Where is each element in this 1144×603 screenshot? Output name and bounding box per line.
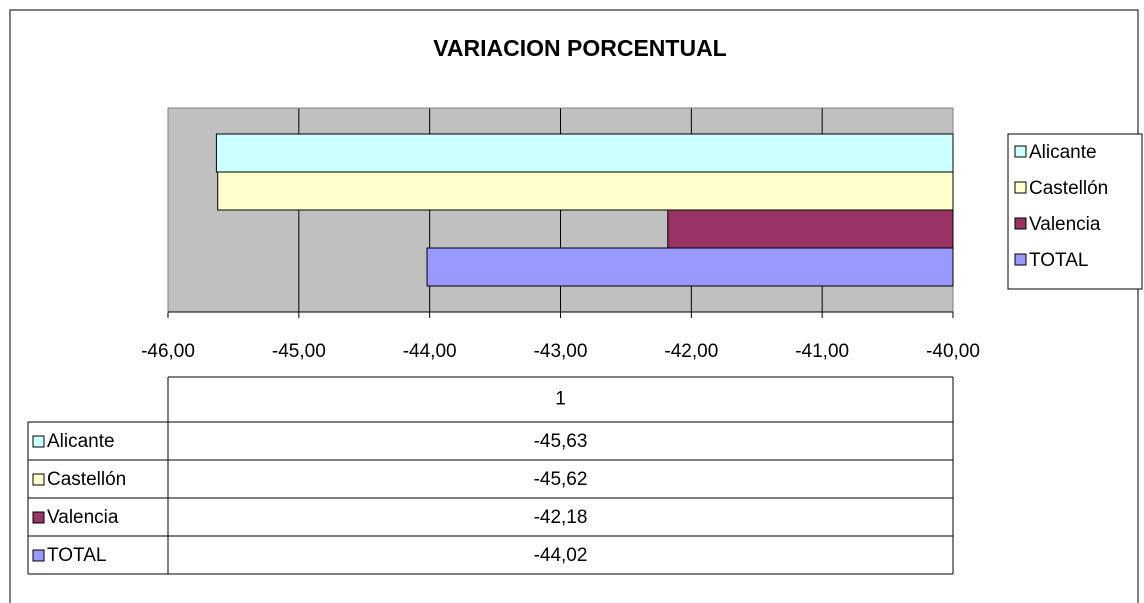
bar — [667, 209, 954, 249]
x-tick-label: -40,00 — [926, 341, 980, 362]
table-swatch — [32, 549, 45, 562]
table-value: -42,18 — [534, 507, 588, 528]
legend-swatch — [1014, 181, 1027, 194]
legend-label: Valencia — [1029, 214, 1101, 235]
table-value: -45,63 — [534, 431, 588, 452]
x-tick-label: -43,00 — [534, 341, 588, 362]
table-row-label: Valencia — [47, 507, 119, 528]
table-row-label: Castellón — [47, 469, 126, 490]
legend-swatch — [1014, 217, 1027, 230]
bar — [426, 247, 954, 287]
legend-box — [1007, 133, 1143, 290]
legend-label: Castellón — [1029, 178, 1108, 199]
x-tick-label: -45,00 — [272, 341, 326, 362]
x-tick-label: -46,00 — [141, 341, 195, 362]
bar — [215, 133, 954, 173]
chart-title: VARIACION PORCENTUAL — [433, 35, 726, 61]
table-swatch — [32, 473, 45, 486]
x-tick-label: -42,00 — [664, 341, 718, 362]
table-row-label: TOTAL — [47, 545, 106, 566]
legend-label: TOTAL — [1029, 250, 1088, 271]
table-row-label: Alicante — [47, 431, 115, 452]
bar — [217, 171, 954, 211]
table-swatch — [32, 435, 45, 448]
x-tick-label: -41,00 — [795, 341, 849, 362]
table-swatch — [32, 511, 45, 524]
table-header: 1 — [555, 389, 566, 410]
table-value: -44,02 — [534, 545, 588, 566]
legend-swatch — [1014, 145, 1027, 158]
legend-swatch — [1014, 253, 1027, 266]
table-value: -45,62 — [534, 469, 588, 490]
legend-label: Alicante — [1029, 142, 1097, 163]
x-tick-label: -44,00 — [403, 341, 457, 362]
